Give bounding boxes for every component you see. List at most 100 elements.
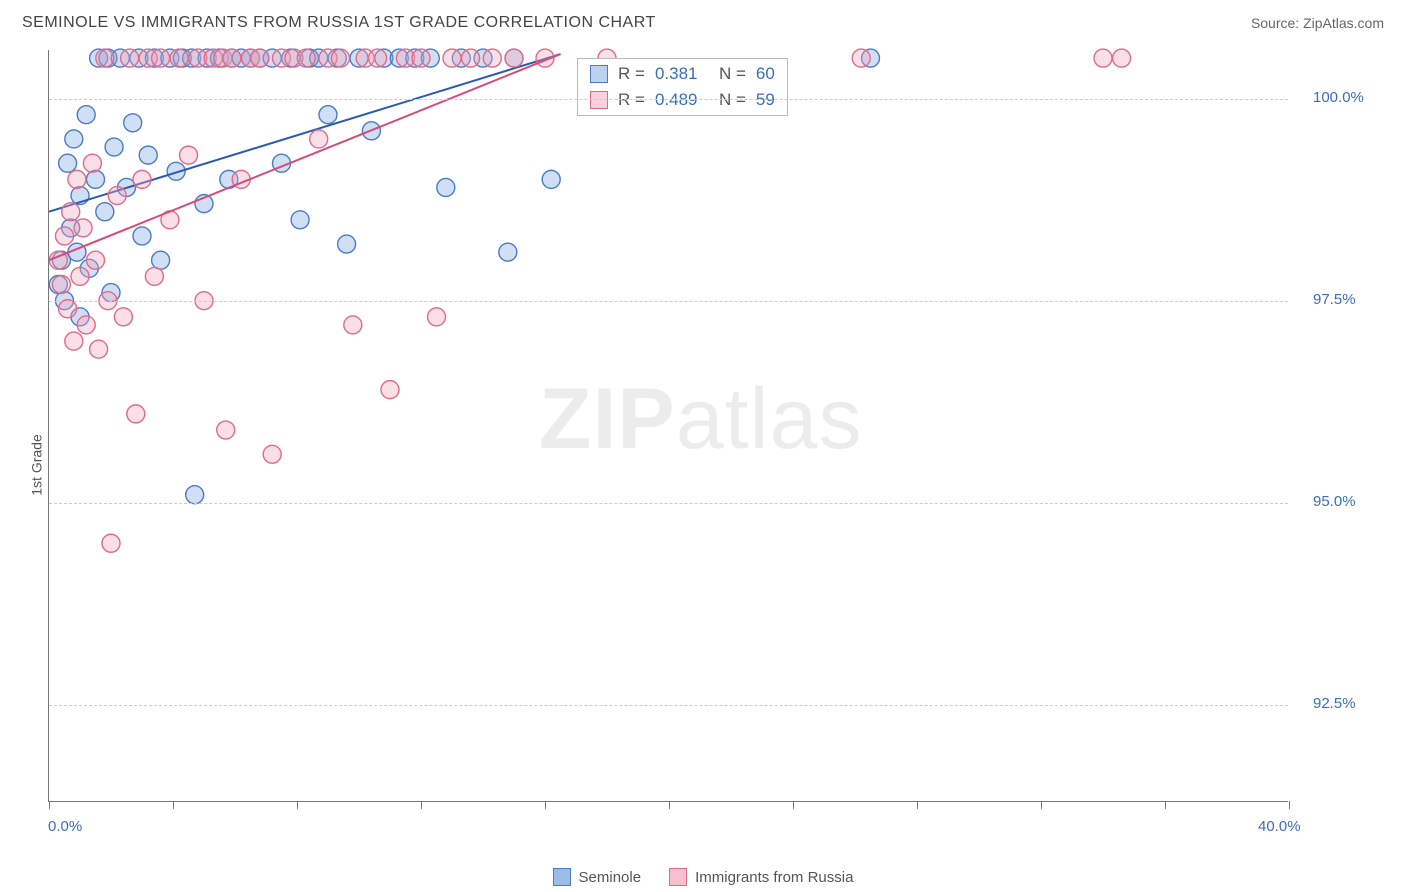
scatter-point xyxy=(65,130,83,148)
scatter-point xyxy=(180,146,198,164)
legend-item: Seminole xyxy=(553,868,642,886)
scatter-point xyxy=(102,534,120,552)
scatter-point xyxy=(499,243,517,261)
scatter-point xyxy=(59,300,77,318)
trend-line xyxy=(49,54,561,260)
scatter-point xyxy=(170,49,188,67)
scatter-point xyxy=(852,49,870,67)
y-axis-label: 1st Grade xyxy=(29,434,45,495)
scatter-point xyxy=(319,106,337,124)
scatter-point xyxy=(1094,49,1112,67)
scatter-point xyxy=(77,106,95,124)
x-tick xyxy=(49,801,50,809)
scatter-point xyxy=(483,49,501,67)
stats-n-label: N = xyxy=(719,64,746,84)
scatter-point xyxy=(369,49,387,67)
scatter-point xyxy=(62,203,80,221)
scatter-point xyxy=(462,49,480,67)
scatter-svg-layer xyxy=(49,50,1288,801)
scatter-point xyxy=(124,114,142,132)
y-tick-label: 97.5% xyxy=(1313,291,1356,308)
scatter-point xyxy=(77,316,95,334)
y-tick-label: 92.5% xyxy=(1313,695,1356,712)
scatter-point xyxy=(437,178,455,196)
scatter-point xyxy=(291,211,309,229)
legend-label: Immigrants from Russia xyxy=(695,869,853,886)
scatter-point xyxy=(310,130,328,148)
stats-n-value: 59 xyxy=(756,90,775,110)
x-tick xyxy=(1289,801,1290,809)
chart-container: 1st Grade ZIPatlas R =0.381N =60R =0.489… xyxy=(0,38,1406,892)
scatter-point xyxy=(68,170,86,188)
legend-swatch xyxy=(553,868,571,886)
legend-label: Seminole xyxy=(579,869,642,886)
scatter-point xyxy=(344,316,362,334)
trend-line xyxy=(49,54,561,212)
stats-swatch xyxy=(590,65,608,83)
scatter-point xyxy=(338,235,356,253)
grid-line-horizontal xyxy=(49,301,1288,302)
x-axis-max-label: 40.0% xyxy=(1258,818,1301,835)
scatter-point xyxy=(251,49,269,67)
correlation-stats-box: R = 0.381 N = 60 R =0.489N =59 xyxy=(577,58,788,116)
scatter-point xyxy=(87,170,105,188)
scatter-point xyxy=(52,275,70,293)
x-tick xyxy=(421,801,422,809)
scatter-point xyxy=(297,49,315,67)
grid-line-horizontal xyxy=(49,503,1288,504)
scatter-point xyxy=(133,170,151,188)
stats-r-label: R = xyxy=(618,64,645,84)
scatter-point xyxy=(127,405,145,423)
x-tick xyxy=(793,801,794,809)
stats-r-value: 0.489 xyxy=(655,90,709,110)
scatter-point xyxy=(412,49,430,67)
scatter-point xyxy=(96,49,114,67)
scatter-point xyxy=(74,219,92,237)
scatter-point xyxy=(83,154,101,172)
scatter-point xyxy=(223,49,241,67)
legend-bottom: Seminole Immigrants from Russia xyxy=(0,868,1406,886)
scatter-point xyxy=(96,203,114,221)
x-tick xyxy=(545,801,546,809)
x-axis-min-label: 0.0% xyxy=(48,818,82,835)
grid-line-horizontal xyxy=(49,705,1288,706)
scatter-point xyxy=(90,340,108,358)
grid-line-horizontal xyxy=(49,99,1288,100)
scatter-point xyxy=(56,227,74,245)
scatter-point xyxy=(139,146,157,164)
y-tick-label: 100.0% xyxy=(1313,89,1364,106)
scatter-point xyxy=(443,49,461,67)
scatter-point xyxy=(65,332,83,350)
scatter-point xyxy=(71,267,89,285)
x-tick xyxy=(1165,801,1166,809)
scatter-point xyxy=(114,308,132,326)
legend-swatch xyxy=(669,868,687,886)
scatter-point xyxy=(152,49,170,67)
source-attribution: Source: ZipAtlas.com xyxy=(1251,15,1384,31)
scatter-point xyxy=(133,227,151,245)
scatter-point xyxy=(186,486,204,504)
y-tick-label: 95.0% xyxy=(1313,493,1356,510)
scatter-point xyxy=(108,187,126,205)
scatter-point xyxy=(542,170,560,188)
chart-title: SEMINOLE VS IMMIGRANTS FROM RUSSIA 1ST G… xyxy=(22,14,656,32)
scatter-point xyxy=(263,445,281,463)
stats-r-value: 0.381 xyxy=(655,64,709,84)
stats-row: R = 0.381 N = 60 xyxy=(578,61,787,87)
plot-area: ZIPatlas R =0.381N =60R =0.489N =59 92.5… xyxy=(48,50,1288,802)
stats-n-value: 60 xyxy=(756,64,775,84)
x-tick xyxy=(669,801,670,809)
scatter-point xyxy=(87,251,105,269)
scatter-point xyxy=(1113,49,1131,67)
scatter-point xyxy=(331,49,349,67)
scatter-point xyxy=(145,267,163,285)
legend-item: Immigrants from Russia xyxy=(669,868,853,886)
x-tick xyxy=(173,801,174,809)
x-tick xyxy=(917,801,918,809)
scatter-point xyxy=(152,251,170,269)
scatter-point xyxy=(105,138,123,156)
x-tick xyxy=(297,801,298,809)
scatter-point xyxy=(428,308,446,326)
stats-row: R =0.489N =59 xyxy=(578,87,787,113)
scatter-point xyxy=(381,381,399,399)
